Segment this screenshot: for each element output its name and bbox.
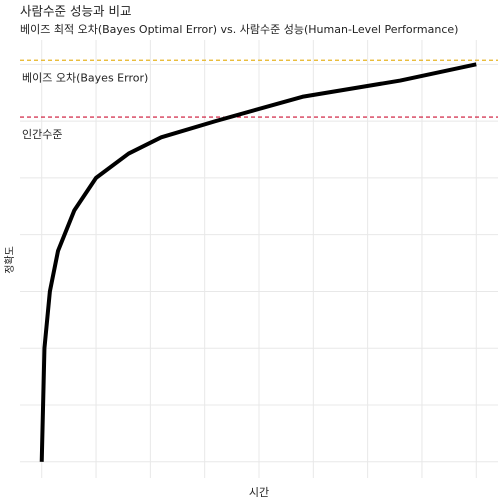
x-axis-label: 시간	[249, 486, 269, 499]
reference-label: 인간수준	[22, 128, 62, 141]
chart-subtitle: 베이즈 최적 오차(Bayes Optimal Error) vs. 사람수준 …	[20, 23, 458, 36]
reference-label: 베이즈 오차(Bayes Error)	[22, 71, 148, 84]
data-line	[39, 62, 477, 462]
y-axis-label: 정확도	[4, 246, 16, 274]
chart-title: 사람수준 성능과 비교	[20, 4, 131, 19]
